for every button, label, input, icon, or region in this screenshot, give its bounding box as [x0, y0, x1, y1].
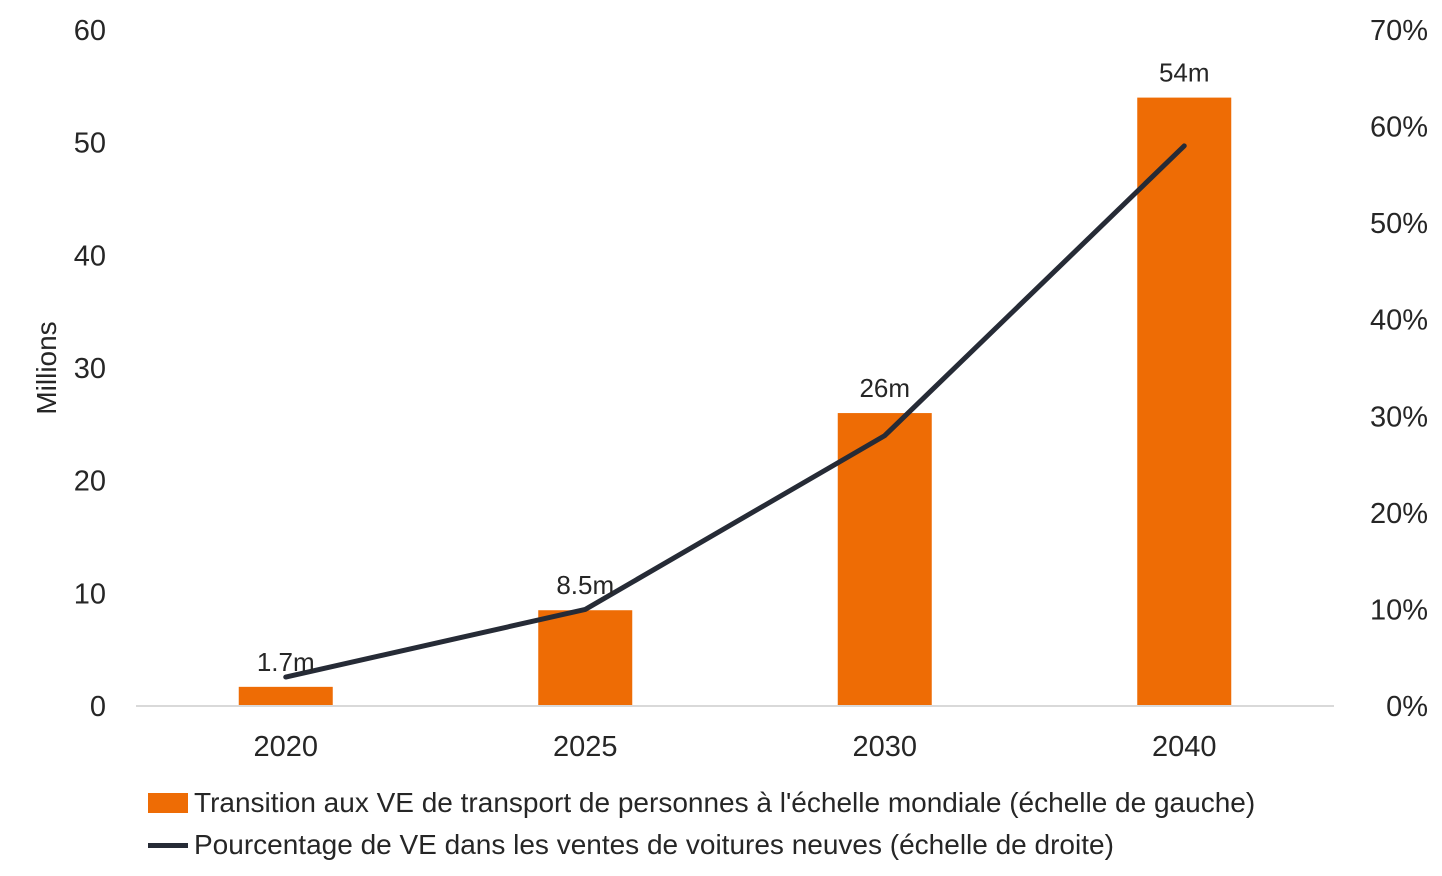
legend-label-line: Pourcentage de VE dans les ventes de voi… [194, 829, 1114, 860]
bar-2025 [538, 610, 633, 706]
bar-2040 [1137, 97, 1232, 707]
legend-swatch-line [148, 842, 188, 848]
data-label-2020: 1.7m [257, 647, 315, 677]
legend: Transition aux VE de transport de person… [148, 782, 1428, 866]
bars-layer [238, 97, 1232, 707]
x-tick-label-2040: 2040 [1152, 731, 1217, 763]
legend-item-bar: Transition aux VE de transport de person… [148, 782, 1428, 824]
y2-tick-label-40pct: 40% [1370, 305, 1428, 337]
legend-swatch-bar [148, 793, 188, 813]
line-layer [283, 143, 1187, 680]
y2-tick-label-0pct: 0% [1386, 691, 1428, 723]
line-series [283, 143, 1187, 680]
y-tick-label-30: 30 [74, 353, 106, 385]
y-tick-label-20: 20 [74, 466, 106, 498]
y-tick-label-60: 60 [74, 15, 106, 47]
y2-tick-label-30pct: 30% [1370, 401, 1428, 433]
y-tick-label-10: 10 [74, 578, 106, 610]
axes-layer: 2020 2025 2030 204001020304050600%10%20%30%… [31, 15, 1428, 763]
bar-2020 [238, 686, 333, 706]
data-label-2040: 54m [1159, 58, 1210, 88]
y2-tick-label-50pct: 50% [1370, 208, 1428, 240]
data-label-2030: 26m [859, 373, 910, 403]
bar-2030 [837, 413, 932, 706]
y2-tick-label-60pct: 60% [1370, 112, 1428, 144]
y2-tick-label-10pct: 10% [1370, 594, 1428, 626]
legend-label-bar: Transition aux VE de transport de person… [194, 787, 1256, 818]
x-tick-label-2025: 2025 [553, 731, 618, 763]
x-tick-label-2030: 2030 [852, 731, 917, 763]
labels-layer: 1.7m 8.5m 26m 54m [257, 58, 1210, 677]
y-tick-label-50: 50 [74, 128, 106, 160]
y-axis-title: Millions [31, 321, 62, 414]
y-tick-label-40: 40 [74, 240, 106, 272]
x-tick-label-2020: 2020 [253, 731, 318, 763]
y2-tick-label-20pct: 20% [1370, 498, 1428, 530]
y2-tick-label-70pct: 70% [1370, 15, 1428, 47]
data-label-2025: 8.5m [556, 570, 614, 600]
legend-item-line: Pourcentage de VE dans les ventes de voi… [148, 824, 1428, 866]
y-tick-label-0: 0 [90, 691, 106, 723]
